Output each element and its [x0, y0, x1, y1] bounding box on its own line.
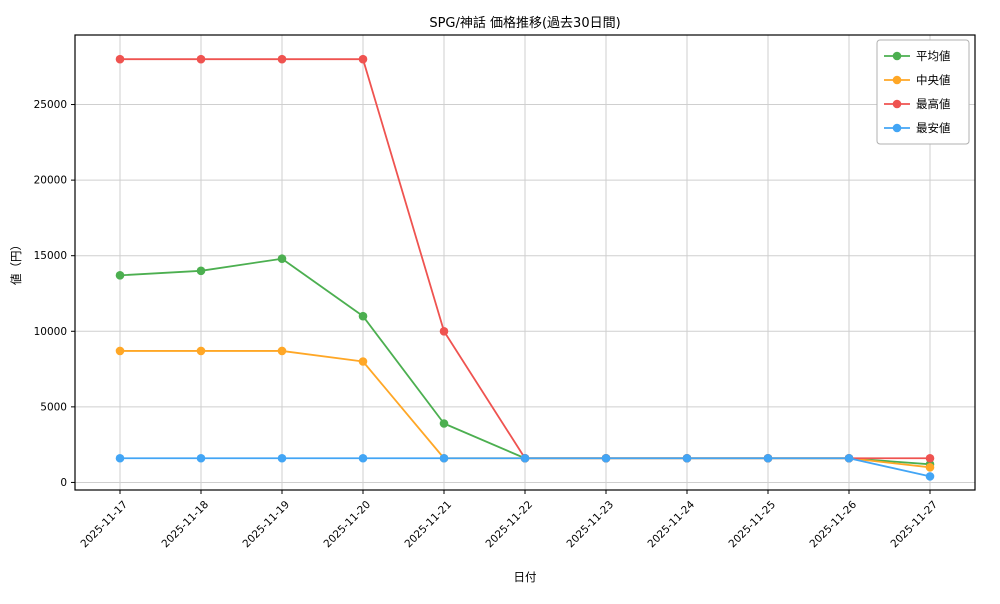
series-marker-最安値 — [277, 453, 287, 463]
legend-marker — [892, 99, 902, 109]
y-axis-label: 値（円） — [9, 239, 23, 285]
x-tick-label: 2025-11-27 — [888, 499, 940, 551]
series-marker-中央値 — [196, 346, 206, 356]
series-marker-最安値 — [844, 453, 854, 463]
legend-label: 最安値 — [916, 121, 951, 135]
y-tick-label: 25000 — [34, 99, 67, 111]
series-marker-中央値 — [277, 346, 287, 356]
x-tick-label: 2025-11-24 — [645, 498, 697, 550]
series-marker-最高値 — [277, 54, 287, 64]
legend-marker — [892, 51, 902, 61]
series-marker-最安値 — [358, 453, 368, 463]
legend-label: 平均値 — [916, 49, 951, 63]
plot-area: 0 5000 10000 15000 20000 25000 2025-11-17 2025-… — [34, 34, 976, 551]
series-marker-中央値 — [925, 463, 935, 472]
y-tick-label: 0 — [60, 477, 67, 489]
x-tick-label: 2025-11-25 — [726, 499, 778, 551]
x-tick-label: 2025-11-17 — [78, 499, 130, 551]
x-tick-label: 2025-11-22 — [483, 499, 535, 551]
legend-box — [876, 39, 970, 145]
y-tick-label: 10000 — [34, 326, 67, 338]
series-marker-最安値 — [925, 472, 935, 481]
x-axis-label: 日付 — [514, 570, 537, 584]
series-marker-最安値 — [520, 453, 530, 463]
x-tick-label: 2025-11-21 — [402, 499, 454, 551]
legend-label: 中央値 — [916, 73, 951, 87]
series-marker-最安値 — [196, 453, 206, 463]
x-tick-label: 2025-11-19 — [240, 499, 292, 551]
series-marker-最高値 — [196, 54, 206, 64]
series-marker-中央値 — [115, 346, 125, 356]
x-tick-label: 2025-11-23 — [564, 499, 616, 551]
series-marker-最安値 — [115, 453, 125, 463]
series-marker-最高値 — [925, 453, 935, 463]
legend-marker — [892, 75, 902, 85]
chart-title: SPG/神話 価格推移(過去30日間) — [429, 15, 620, 31]
series-marker-最高値 — [439, 326, 449, 336]
series-marker-平均値 — [439, 419, 449, 428]
x-tick-label: 2025-11-26 — [807, 498, 859, 550]
series-marker-最安値 — [682, 453, 692, 463]
legend-label: 最高値 — [916, 97, 951, 111]
series-marker-最高値 — [358, 54, 368, 64]
series-marker-中央値 — [358, 357, 368, 366]
legend-marker — [892, 123, 902, 133]
series-marker-平均値 — [196, 266, 206, 276]
y-tick-label: 20000 — [34, 175, 67, 187]
y-tick-label: 5000 — [40, 401, 67, 413]
series-marker-平均値 — [358, 311, 368, 321]
x-tick-label: 2025-11-20 — [321, 499, 373, 551]
series-marker-平均値 — [115, 271, 125, 280]
x-tick-label: 2025-11-18 — [159, 499, 211, 551]
series-marker-最高値 — [115, 54, 125, 64]
series-marker-最安値 — [763, 453, 773, 463]
series-marker-平均値 — [277, 254, 287, 264]
series-marker-最安値 — [601, 453, 611, 463]
y-tick-label: 15000 — [34, 250, 67, 262]
series-marker-最安値 — [439, 453, 449, 463]
